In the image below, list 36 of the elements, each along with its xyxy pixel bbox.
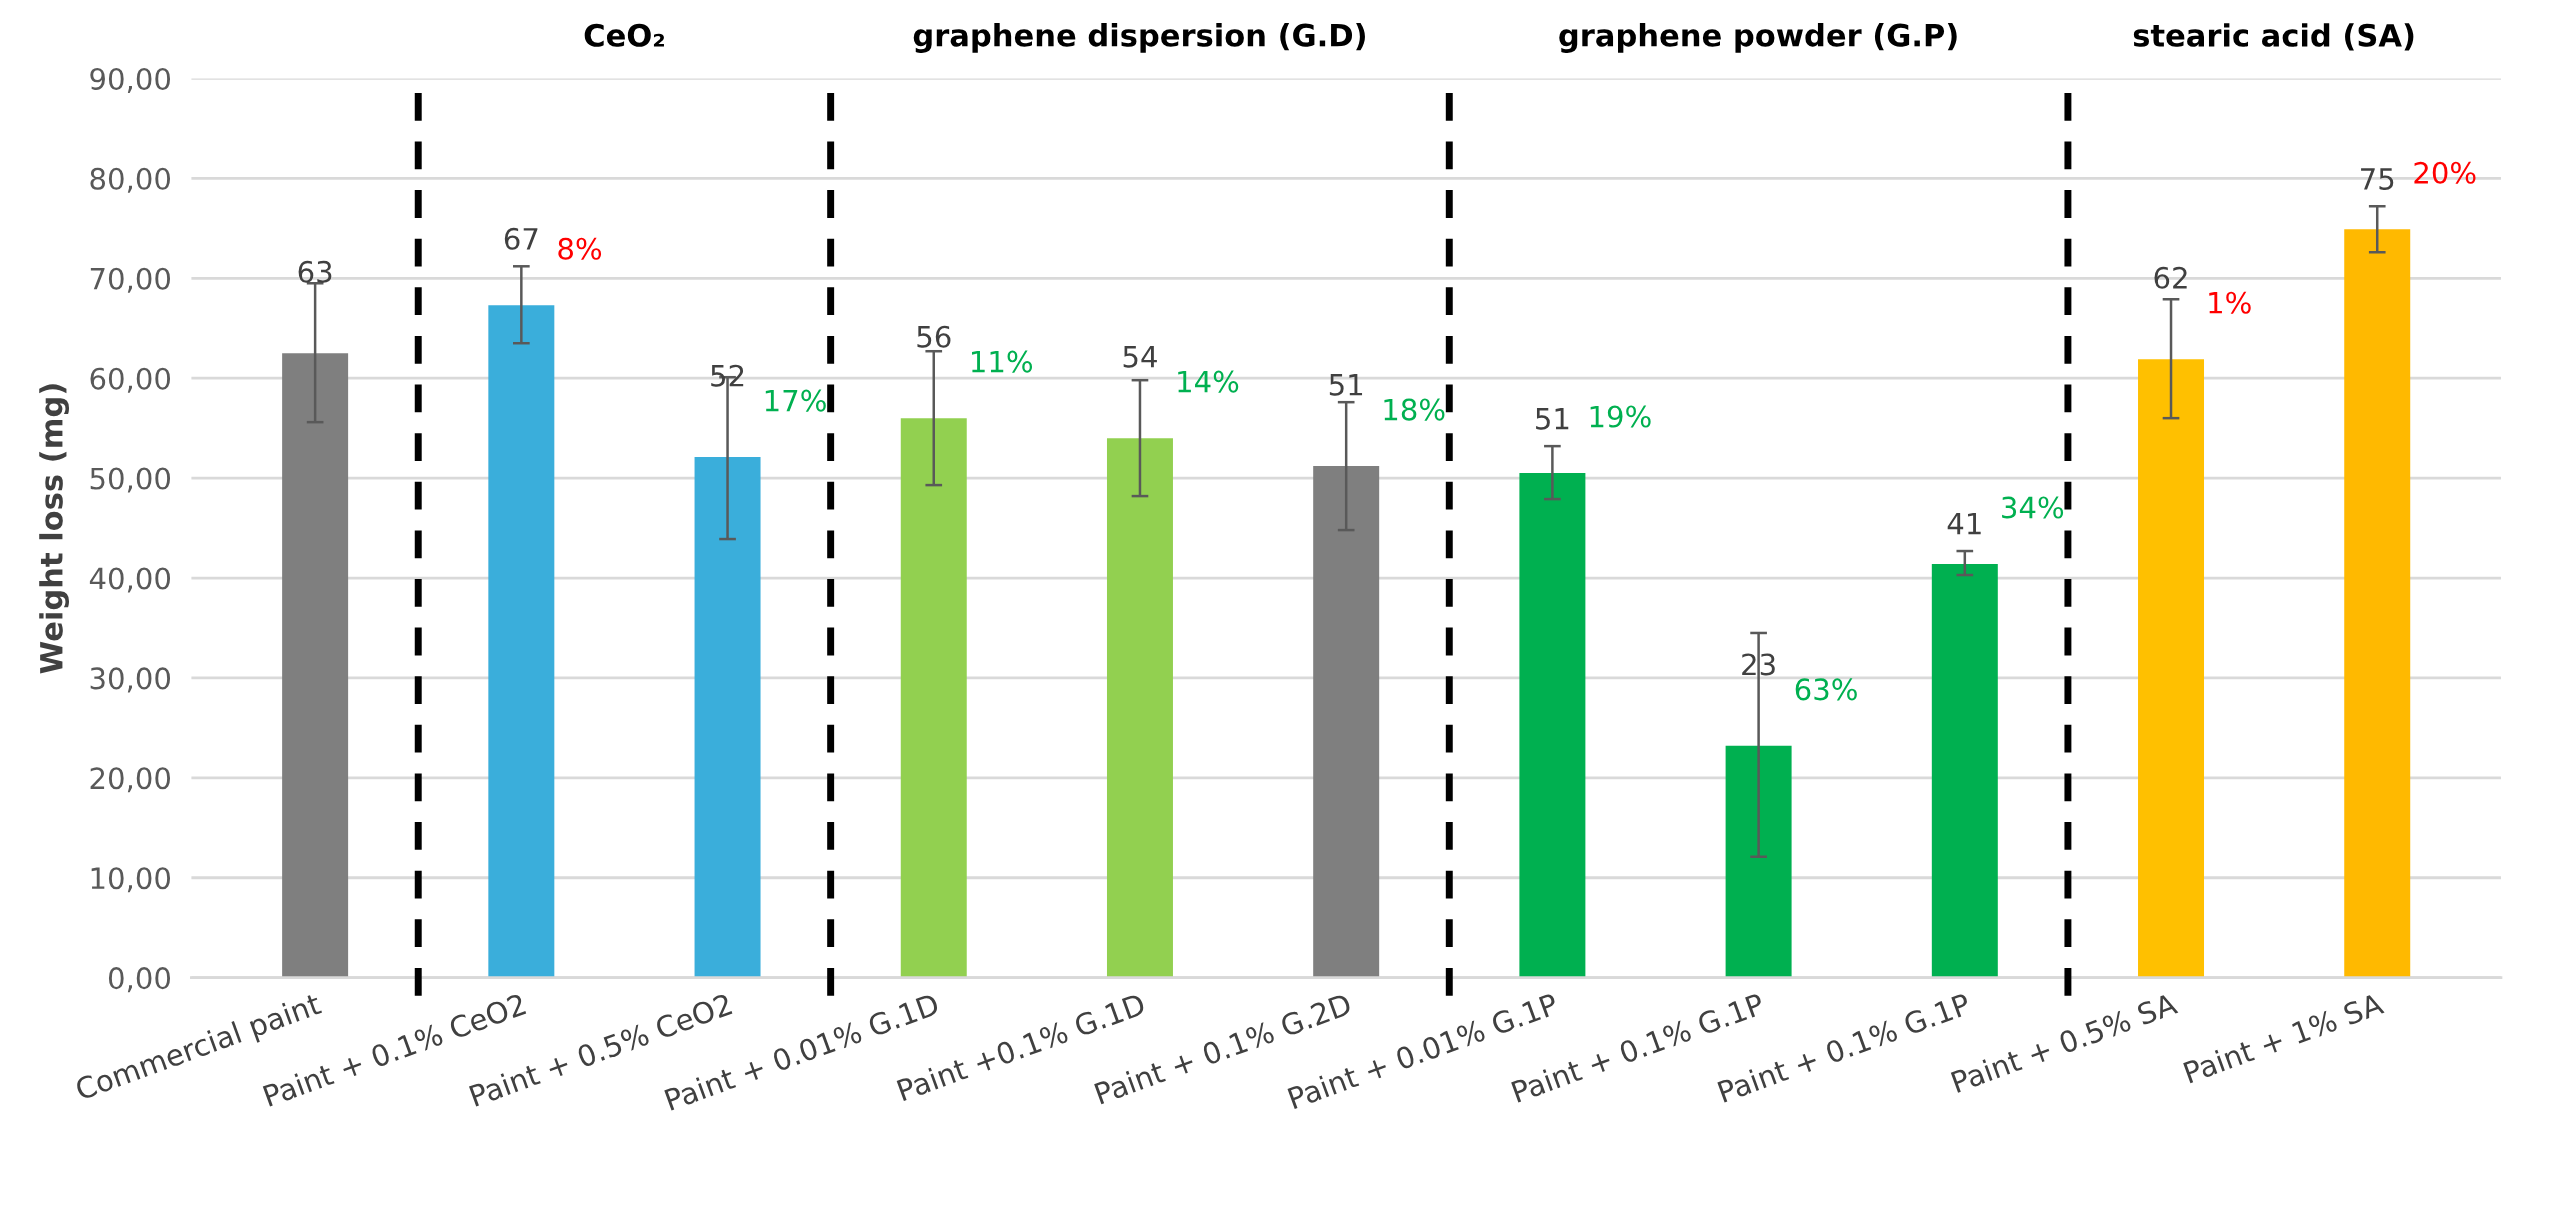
y-tick-label: 40,00 xyxy=(89,567,171,593)
annotation: 20% xyxy=(2414,161,2476,184)
text: CeO₂ xyxy=(584,23,664,47)
data-label: 51 xyxy=(1536,408,1569,430)
y-tick-label: 60,00 xyxy=(90,367,171,393)
data-label: 63 xyxy=(298,260,332,283)
y-axis-title: Weight loss (mg) xyxy=(39,384,70,674)
data-label: 51 xyxy=(1329,374,1363,396)
data-label: 54 xyxy=(1123,346,1157,368)
annotation: 1% xyxy=(2209,291,2251,314)
annotation: 14% xyxy=(1178,370,1239,393)
y-tick-label: 70,00 xyxy=(90,267,171,293)
y-tick-label: 30,00 xyxy=(90,667,171,693)
annotation: 18% xyxy=(1384,398,1445,421)
data-label: 67 xyxy=(504,227,538,250)
annotation: 17% xyxy=(765,389,826,412)
y-tick-label: 90,00 xyxy=(90,67,171,93)
y-tick-label: 20,00 xyxy=(90,767,171,793)
text: stearic acid (SA) xyxy=(2133,23,2414,51)
y-tick-label: 10,00 xyxy=(91,867,171,893)
annotation: 8% xyxy=(558,237,602,260)
data-label: 41 xyxy=(1947,512,1981,535)
y-tick-label: 50,00 xyxy=(90,467,171,493)
data-label: 62 xyxy=(2154,266,2187,289)
annotation: 19% xyxy=(1590,405,1651,428)
data-label: 56 xyxy=(917,325,951,348)
annotation: 34% xyxy=(2002,496,2064,519)
text: graphene dispersion (G.D) xyxy=(913,23,1365,53)
y-tick-label: 0,00 xyxy=(108,967,171,993)
x-tick-label: Paint + 1% SA xyxy=(2182,991,2385,1084)
data-label: 52 xyxy=(711,364,744,387)
y-tick-label: 80,00 xyxy=(90,167,171,193)
annotation: 11% xyxy=(972,350,1033,373)
data-label: 75 xyxy=(2361,168,2394,190)
text: graphene powder (G.P) xyxy=(1559,23,1957,53)
annotation: 63% xyxy=(1795,678,1857,701)
